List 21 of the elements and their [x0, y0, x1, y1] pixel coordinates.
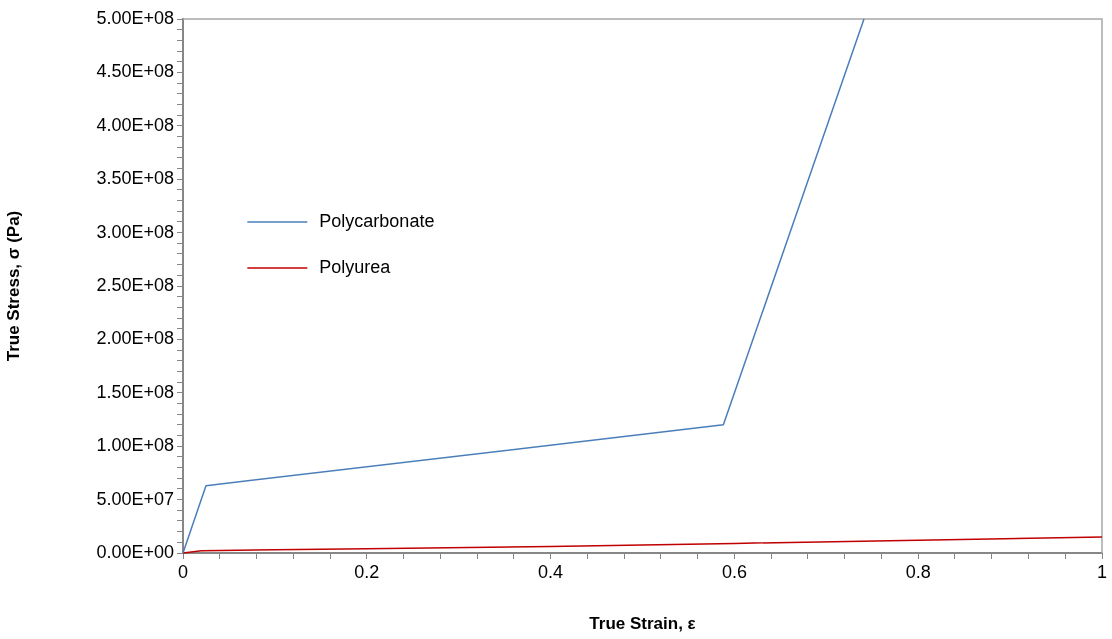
x-tick-label: 1 [1096, 561, 1108, 582]
x-tick-label: 0.6 [721, 561, 747, 582]
x-tick-label: 0.2 [354, 561, 380, 582]
y-tick-label: 3.00E+08 [96, 221, 174, 242]
y-tick-label: 4.00E+08 [96, 114, 174, 135]
x-tick-label: 0.8 [905, 561, 931, 582]
y-tick-label: 2.50E+08 [96, 274, 174, 295]
y-tick-label: 1.00E+08 [96, 435, 174, 456]
y-tick-label: 5.00E+07 [96, 488, 174, 509]
x-axis-title: True Strain, ε [589, 614, 696, 634]
y-tick-label: 3.50E+08 [96, 168, 174, 189]
y-tick-label: 0.00E+00 [96, 541, 174, 562]
y-tick-label: 4.50E+08 [96, 61, 174, 82]
x-tick-label: 0.4 [538, 561, 564, 582]
legend-label: Polycarbonate [319, 210, 435, 231]
y-tick-label: 2.00E+08 [96, 328, 174, 349]
y-tick-label: 5.00E+08 [96, 7, 174, 28]
y-axis-title: True Stress, σ (Pa) [3, 210, 23, 362]
legend-label: Polyurea [319, 256, 392, 277]
x-tick-label: 0 [177, 561, 189, 582]
y-tick-label: 1.50E+08 [96, 381, 174, 402]
